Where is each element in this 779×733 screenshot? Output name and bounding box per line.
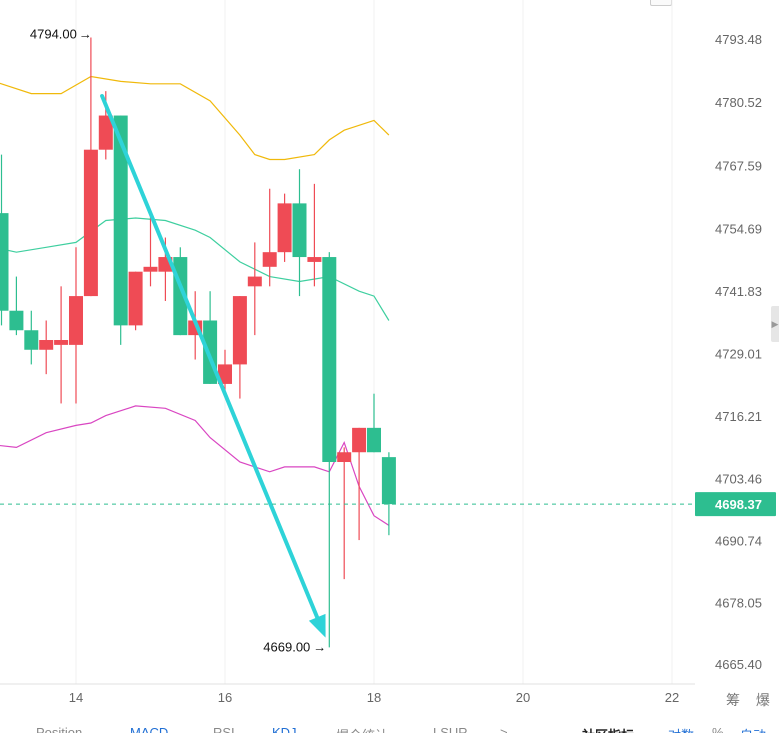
current-price-tag: 4698.37 (0, 492, 776, 517)
candlestick (69, 247, 83, 404)
candlestick (367, 393, 381, 453)
candlestick (232, 296, 247, 399)
candlestick (247, 242, 262, 336)
candle-body (262, 252, 277, 267)
y-tick-label: 4665.40 (715, 657, 762, 672)
candle-body (9, 310, 24, 331)
candlestick (322, 252, 337, 648)
bollinger-middle-band (0, 217, 390, 321)
candlestick (262, 188, 277, 287)
tab-more-icon[interactable]: > (500, 725, 508, 733)
candle-body (277, 203, 292, 253)
candle-body (307, 257, 322, 262)
y-tick-label: 4678.05 (715, 595, 762, 610)
low-marker-arrow-icon: → (313, 639, 326, 654)
tab-rsi[interactable]: RSI (213, 725, 235, 733)
panel-collapse-icon[interactable]: ▶ (771, 306, 779, 342)
x-tick-label: 14 (69, 690, 83, 705)
candle-body (83, 149, 98, 297)
candle-body (113, 115, 128, 326)
candlestick (113, 115, 128, 345)
candle-body (0, 213, 9, 311)
candlestick (128, 271, 143, 331)
y-tick-label: 4729.01 (715, 347, 762, 362)
trend-arrow-head-icon (308, 613, 326, 638)
candle-body (292, 203, 307, 258)
candle-body (39, 340, 54, 350)
candlestick (277, 193, 292, 262)
y-tick-label: 4741.83 (715, 284, 762, 299)
candle-body (352, 427, 367, 453)
tab-macd[interactable]: MACD (130, 725, 169, 733)
price-chart: 4793.48 4780.52 4767.59 4754.69 4741.83 4729.… (0, 0, 776, 705)
toggle-log[interactable]: 对数 (668, 725, 694, 733)
candlestick (218, 349, 232, 394)
toggle-percent[interactable]: % (712, 725, 724, 733)
current-price-label: 4698.37 (715, 497, 762, 512)
candlestick (292, 169, 307, 297)
y-tick-label: 4716.21 (715, 409, 762, 424)
candle-body (367, 427, 381, 453)
bollinger-lower-band (0, 405, 390, 526)
candlestick (39, 320, 54, 375)
y-tick-label: 4690.74 (715, 533, 762, 548)
candlestick (352, 427, 367, 541)
candlestick (143, 213, 158, 287)
candlestick (337, 447, 352, 580)
x-tick-label: 16 (218, 690, 232, 705)
candle-body (381, 457, 396, 505)
tab-kdj[interactable]: KDJ (272, 725, 297, 733)
candle-body (322, 257, 337, 463)
side-indicator-labels: 筹 爆 (726, 692, 776, 708)
low-price-marker: 4669.00 (263, 639, 310, 654)
x-tick-label: 22 (665, 690, 679, 705)
candlestick (307, 183, 322, 287)
trend-arrow-shaft (100, 94, 320, 620)
candlestick (54, 286, 69, 404)
candlestick (173, 247, 188, 336)
high-marker-arrow-icon: → (79, 26, 92, 41)
x-tick-label: 20 (516, 690, 530, 705)
y-tick-label: 4754.69 (715, 221, 762, 236)
candle-body (218, 364, 232, 384)
candlestick (381, 452, 396, 536)
y-tick-label: 4793.48 (715, 32, 762, 47)
candle-body (54, 340, 69, 345)
candle-body (247, 276, 262, 287)
candle-body (98, 115, 113, 150)
tab-community-indicators[interactable]: 社区指标 (582, 725, 634, 733)
candle-body (24, 330, 39, 350)
indicator-tab-bar: Position MACD RSI KDJ 爆仓统计 LSUR > 社区指标 对… (0, 716, 779, 733)
candle-body (128, 271, 143, 326)
candlestick (24, 310, 39, 365)
toggle-auto[interactable]: 自动 (740, 725, 766, 733)
bollinger-upper-band (0, 75, 390, 161)
candle-body (69, 296, 83, 345)
y-tick-label: 4767.59 (715, 158, 762, 173)
candlestick (0, 154, 9, 326)
high-price-marker: 4794.00 (30, 26, 77, 41)
y-tick-label: 4780.52 (715, 95, 762, 110)
candle-body (232, 296, 247, 365)
y-tick-label: 4703.46 (715, 471, 762, 486)
candlestick (9, 276, 24, 336)
tab-position[interactable]: Position (36, 725, 83, 733)
tab-liquidation-stats[interactable]: 爆仓统计 (336, 725, 388, 733)
x-tick-label: 18 (367, 690, 381, 705)
candle-body (143, 266, 158, 272)
candle-body (337, 452, 352, 463)
tab-lsur[interactable]: LSUR (433, 725, 468, 733)
candlestick (83, 37, 98, 297)
